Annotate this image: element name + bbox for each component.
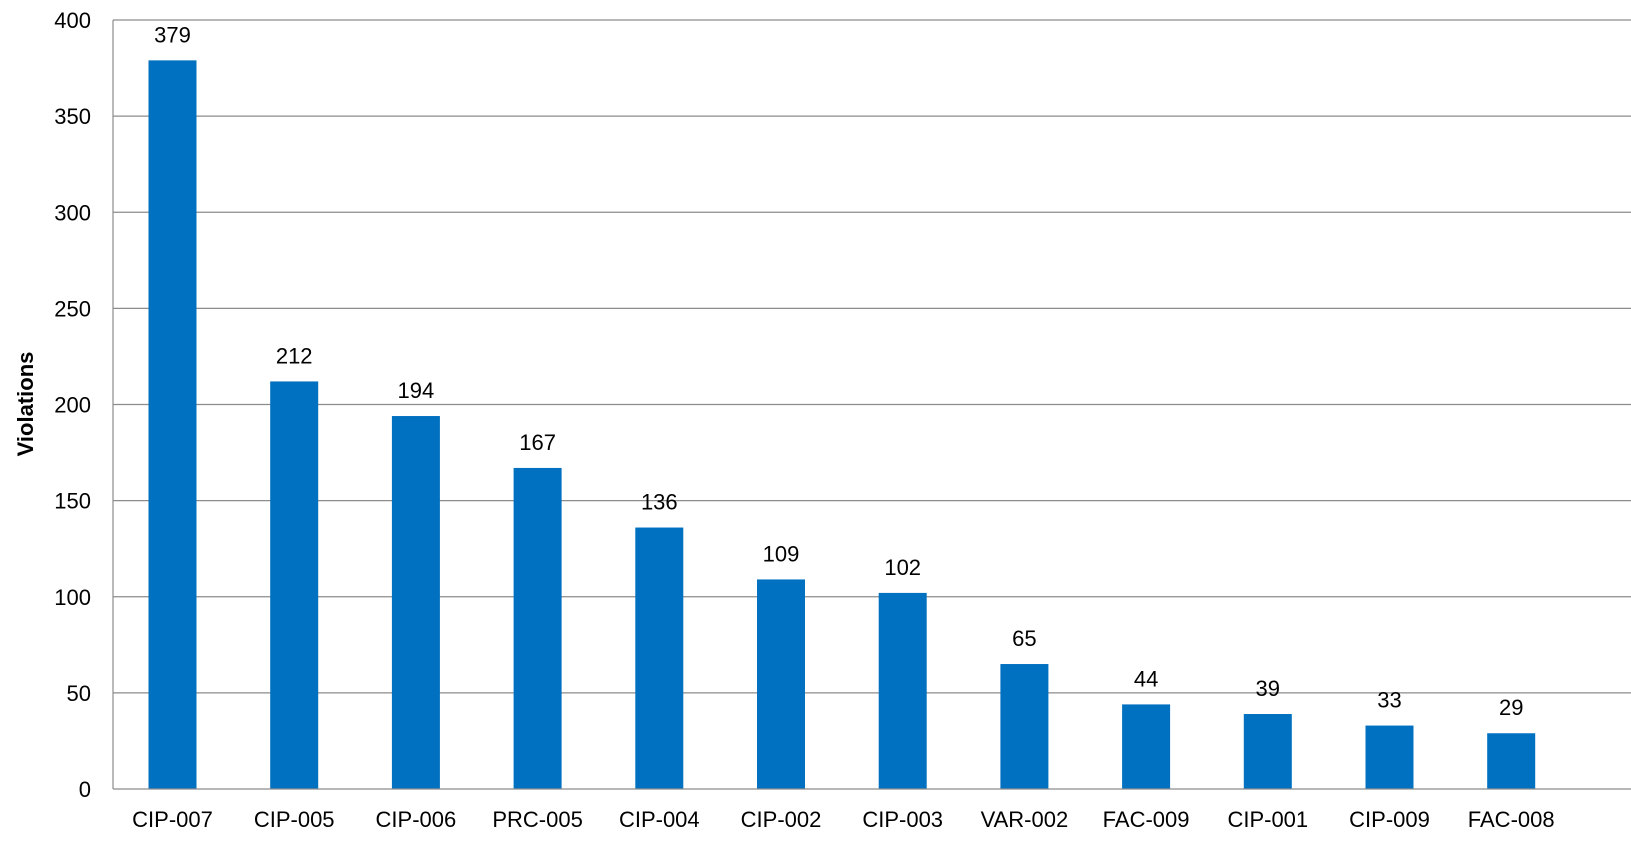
bar-cip-006 [391,416,440,789]
x-tick-label-cip-005: CIP-005 [254,807,335,832]
x-tick-label-prc-005: PRC-005 [492,807,582,832]
y-tick-label-100: 100 [54,585,91,610]
bar-cip-004 [635,527,684,789]
bars [148,60,1536,790]
data-labels: 379 212 194 167 136 109 102 65 44 39 33 29 [154,22,1523,720]
x-tick-label-fac-008: FAC-008 [1468,807,1555,832]
y-tick-label-50: 50 [67,681,91,706]
y-tick-label-150: 150 [54,489,91,514]
bar-cip-003 [878,592,927,789]
y-tick-label-300: 300 [54,200,91,225]
bar-cip-002 [757,579,805,789]
bar-var-002 [1000,664,1049,789]
gridlines [113,19,1631,694]
data-label-var-002: 65 [1012,626,1036,651]
bar-cip-001 [1243,714,1292,789]
y-axis-tick-labels: 0 50 100 150 200 250 300 350 400 [54,8,91,802]
x-tick-label-cip-002: CIP-002 [741,807,822,832]
bar-cip-009 [1365,725,1414,789]
data-label-cip-002: 109 [763,541,800,566]
bar-cip-005 [270,381,319,789]
data-label-cip-005: 212 [276,343,313,368]
bar-fac-008 [1487,733,1536,789]
data-label-cip-004: 136 [641,490,678,515]
data-label-fac-009: 44 [1134,666,1158,691]
y-tick-label-400: 400 [54,8,91,33]
y-axis-title: Violations [13,352,38,457]
x-tick-label-cip-007: CIP-007 [132,807,213,832]
bar-cip-007 [148,60,197,790]
x-tick-label-cip-009: CIP-009 [1349,807,1430,832]
x-tick-label-cip-003: CIP-003 [862,807,943,832]
y-tick-label-250: 250 [54,296,91,321]
y-tick-label-350: 350 [54,104,91,129]
data-label-prc-005: 167 [519,430,556,455]
data-label-cip-009: 33 [1377,688,1401,713]
x-tick-label-cip-004: CIP-004 [619,807,700,832]
bar-fac-009 [1122,704,1171,789]
y-tick-label-0: 0 [79,777,91,802]
bar-prc-005 [513,467,562,789]
data-label-cip-007: 379 [154,22,191,47]
x-tick-label-cip-001: CIP-001 [1227,807,1308,832]
x-tick-label-var-002: VAR-002 [981,807,1069,832]
data-label-cip-001: 39 [1256,676,1280,701]
x-tick-label-fac-009: FAC-009 [1103,807,1190,832]
x-axis-tick-labels: CIP-007 CIP-005 CIP-006 PRC-005 CIP-004 CIP-0… [132,807,1554,832]
data-label-cip-006: 194 [398,378,435,403]
x-tick-label-cip-006: CIP-006 [376,807,457,832]
y-tick-label-200: 200 [54,393,91,418]
data-label-fac-008: 29 [1499,695,1523,720]
data-label-cip-003: 102 [884,555,921,580]
